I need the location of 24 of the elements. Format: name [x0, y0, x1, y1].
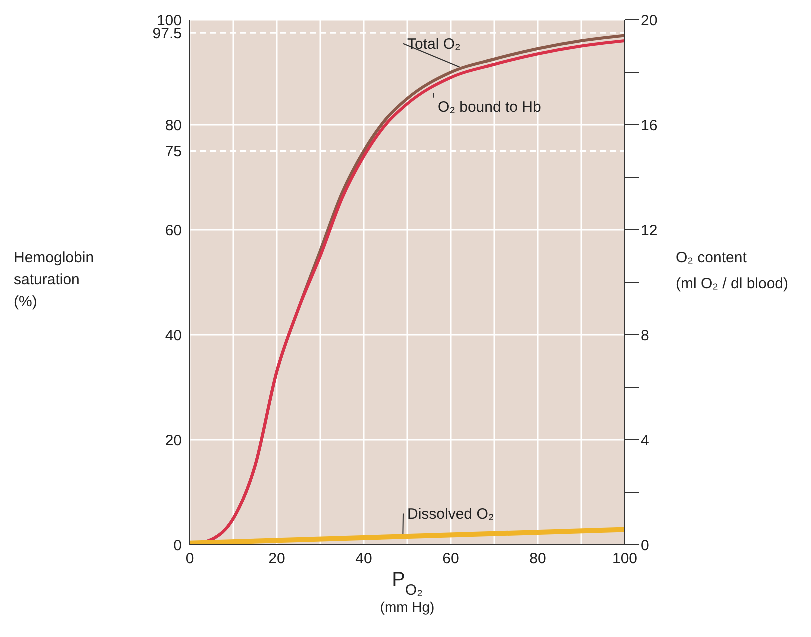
x-tick-label: 20: [268, 550, 286, 568]
y2-tick-label: 8: [641, 327, 650, 344]
y-tick-label: 60: [165, 222, 182, 240]
y-tick-label: 20: [165, 432, 182, 450]
y-tick-label: 75: [165, 144, 182, 161]
x-axis-title: P$_{O₂}$ (mm Hg): [380, 569, 435, 615]
y-tick-label: 80: [165, 117, 182, 134]
y2-tick-label: 16: [641, 117, 658, 134]
series-label: Dissolved O₂: [408, 506, 494, 523]
y2-tick-label: 4: [641, 432, 650, 450]
y-axis-title: Hemoglobin saturation (%): [14, 250, 94, 310]
y2-tick-label: 20: [641, 12, 658, 30]
y2-axis-title: O₂ content (ml O₂ / dl blood): [676, 250, 789, 292]
x-tick-label: 60: [442, 550, 460, 568]
series-label: O₂ bound to Hb: [438, 98, 542, 116]
x-tick-label: 0: [186, 550, 194, 568]
y-tick-label: 40: [165, 327, 182, 344]
y2-tick-label: 0: [641, 537, 650, 554]
x-tick-label: 100: [612, 550, 638, 568]
x-tick-label: 40: [356, 550, 372, 568]
x-tick-label: 80: [530, 550, 546, 568]
y2-tick-label: 12: [641, 222, 658, 240]
series-label: Total O₂: [408, 36, 462, 53]
y-tick-label: 0: [174, 537, 182, 554]
